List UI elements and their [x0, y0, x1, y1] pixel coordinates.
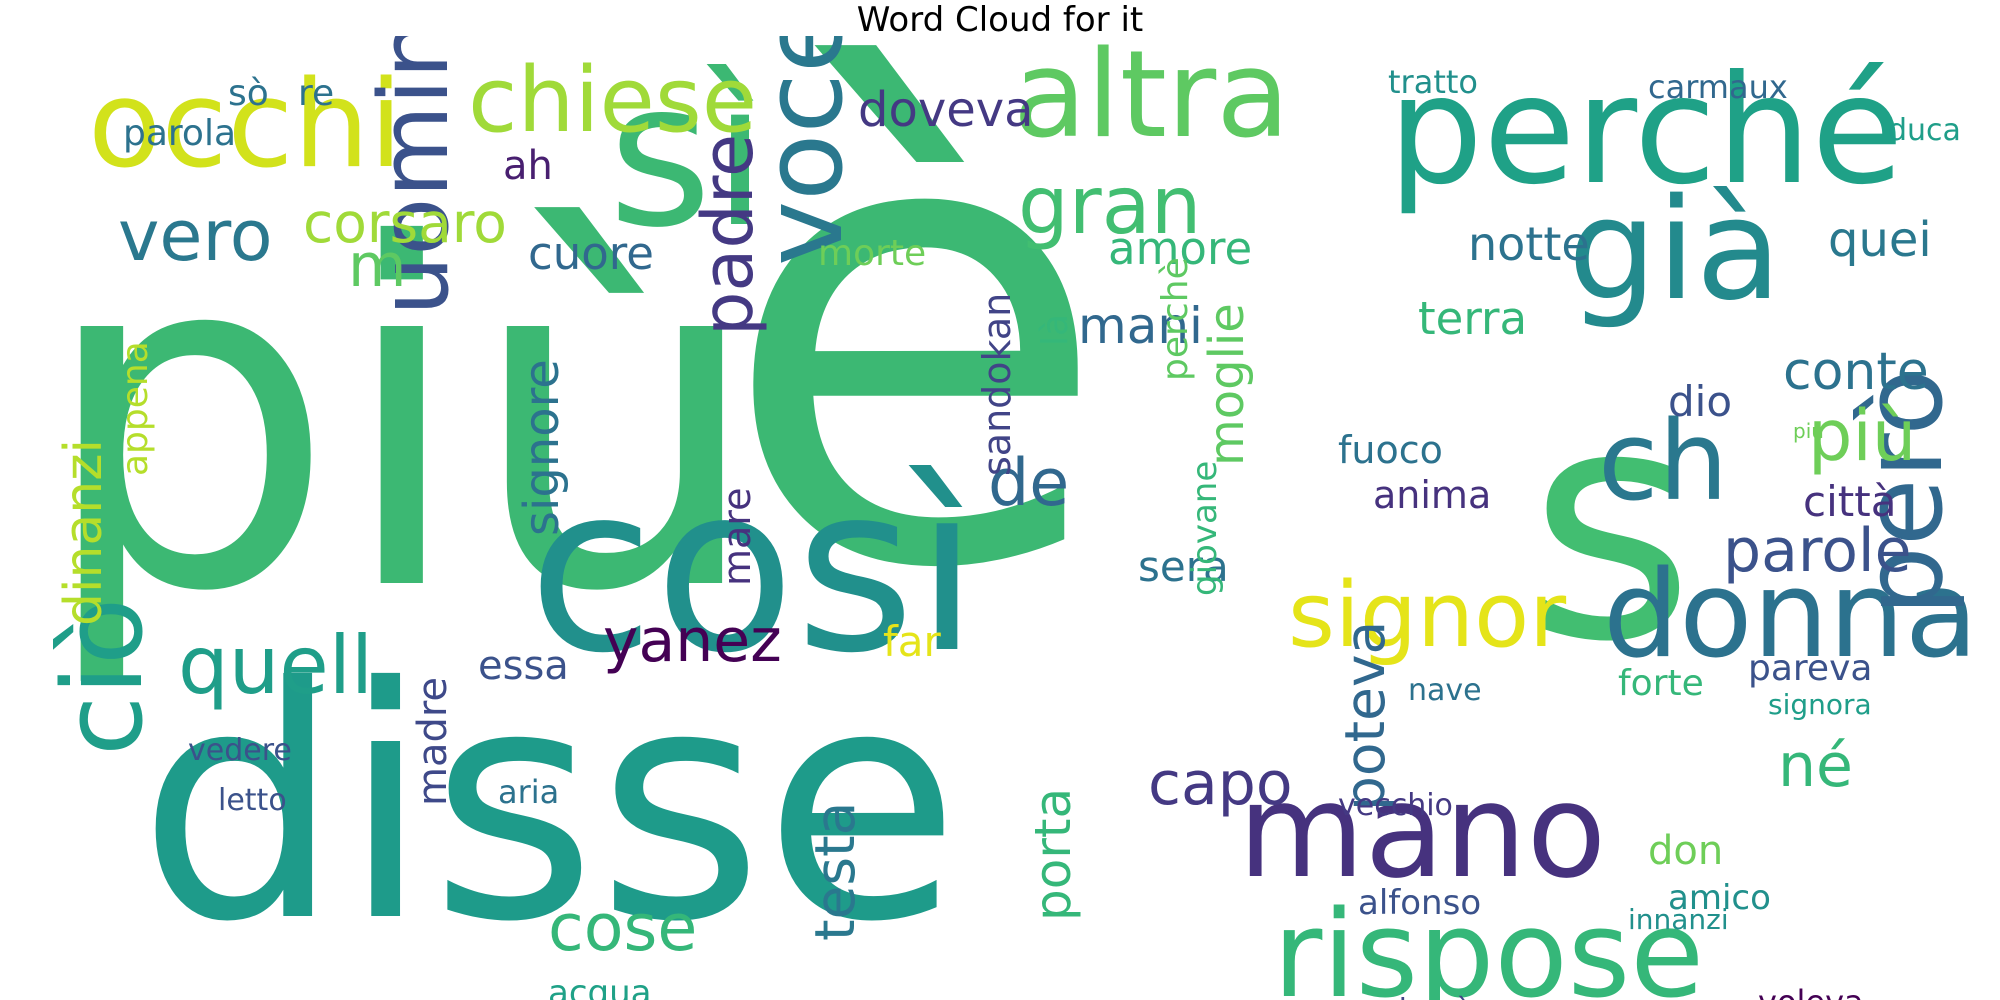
word-43: amore: [1108, 222, 1253, 275]
word-67: duca: [1888, 113, 1961, 148]
word-62: parola: [123, 113, 237, 154]
word-80: esclamò: [1348, 996, 1473, 1000]
word-72: don: [1648, 828, 1724, 874]
word-33: corsaro: [303, 191, 507, 255]
word-1: è: [718, 36, 1112, 708]
word-cloud: più è disse così sì s perché altra occhi già donna…: [28, 36, 1972, 1000]
word-24: padre: [687, 133, 769, 336]
word-42: cuore: [528, 227, 654, 280]
word-29: né: [1778, 731, 1853, 801]
word-28: più: [1808, 395, 1917, 477]
word-77: aria: [498, 773, 560, 811]
word-81: voleva: [1758, 986, 1864, 1000]
word-21: quell: [178, 619, 374, 712]
word-22: vero: [118, 195, 273, 277]
word-82: innanzi: [1628, 903, 1729, 936]
word-45: quei: [1828, 212, 1932, 268]
word-74: nave: [1408, 673, 1482, 708]
word-78: letto: [218, 783, 287, 818]
word-84: signora: [1768, 688, 1872, 721]
word-31: poteva: [1333, 620, 1397, 811]
word-3: così: [528, 437, 979, 704]
word-19: gran: [1018, 159, 1202, 252]
word-40: doveva: [858, 82, 1034, 138]
word-37: porta: [1024, 787, 1082, 921]
word-6: perché: [1388, 44, 1904, 218]
word-83: son: [1048, 996, 1105, 1000]
word-70: forte: [1618, 663, 1704, 704]
word-61: appena: [115, 341, 156, 476]
word-4: sì: [608, 39, 768, 272]
word-41: notte: [1468, 217, 1590, 271]
word-69: pareva: [1748, 648, 1873, 689]
word-32: testa: [803, 801, 867, 941]
word-56: sandokan: [975, 292, 1019, 476]
word-50: far: [883, 617, 941, 666]
word-66: tratto: [1388, 63, 1478, 101]
word-58: morte: [818, 233, 927, 274]
word-14: ch: [1598, 397, 1729, 525]
word-27: parole: [1723, 516, 1912, 586]
word-18: chiese: [468, 48, 758, 153]
word-79: vedere: [188, 733, 292, 768]
word-17: signor: [1288, 563, 1567, 668]
word-51: madre: [410, 676, 456, 806]
word-71: amico: [1668, 878, 1771, 918]
word-76: acqua: [548, 973, 652, 1000]
word-64: re: [298, 73, 335, 114]
word-54: fuoco: [1338, 428, 1443, 472]
word-65: carmaux: [1648, 68, 1788, 106]
word-57: mare: [715, 487, 759, 586]
word-52: sera: [1138, 542, 1229, 591]
word-34: dinanzi: [54, 439, 114, 626]
word-0: più: [38, 147, 765, 694]
word-60: perchè: [1155, 257, 1196, 381]
word-2: disse: [138, 620, 961, 992]
word-73: alfonso: [1358, 883, 1482, 923]
word-55: anima: [1373, 473, 1492, 517]
chart-title: Word Cloud for it: [856, 0, 1144, 40]
word-39: moglie: [1199, 303, 1255, 466]
word-63: sò: [228, 73, 269, 114]
word-47: città: [1803, 477, 1897, 526]
word-26: cose: [548, 891, 698, 966]
word-85: piú: [1793, 419, 1824, 443]
word-38: signore: [514, 359, 570, 536]
word-5: s: [1528, 340, 1695, 712]
word-44: m: [348, 231, 407, 301]
word-8: occhi: [88, 56, 403, 195]
word-49: ah: [503, 143, 553, 189]
word-25: de: [988, 446, 1070, 521]
word-46: terra: [1418, 292, 1528, 345]
word-11: mano: [1238, 755, 1607, 907]
word-7: altra: [1013, 36, 1290, 165]
word-12: rispose: [1273, 886, 1705, 1000]
word-35: mani: [1078, 297, 1203, 355]
word-53: essa: [478, 643, 569, 689]
word-59: là: [1035, 313, 1076, 346]
word-10: donna: [1603, 546, 1972, 685]
word-36: conte: [1783, 342, 1929, 402]
word-30: capo: [1148, 749, 1293, 819]
word-9: già: [1568, 169, 1782, 332]
word-68: giovane: [1185, 460, 1225, 596]
word-23: yanez: [603, 606, 782, 676]
word-48: dio: [1668, 377, 1733, 426]
word-75: vecchio: [1338, 788, 1453, 823]
